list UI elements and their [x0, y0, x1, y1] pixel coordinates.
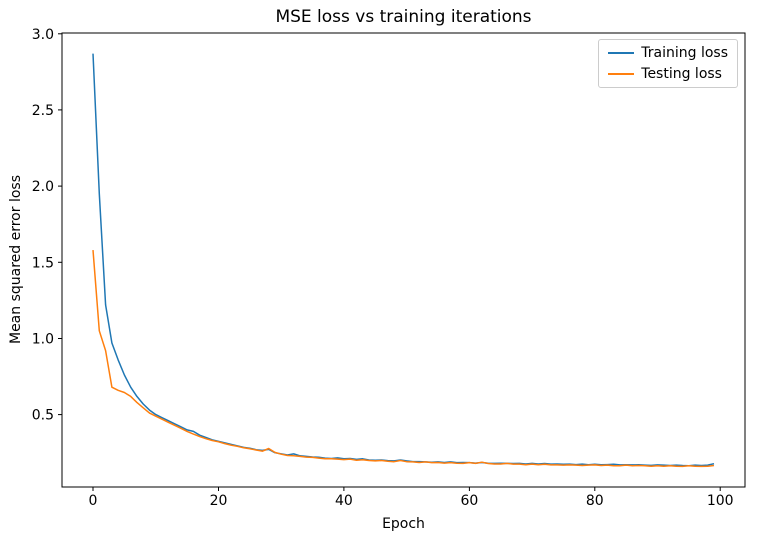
testing-loss-line	[92, 250, 715, 468]
x-tick-label: 40	[335, 493, 353, 509]
axes-frame	[61, 32, 746, 488]
legend: Training loss Testing loss	[598, 39, 738, 88]
legend-item-testing-loss: Testing loss	[608, 66, 728, 82]
y-tick-label: 3.0	[32, 27, 54, 43]
x-axis-label: Epoch	[382, 516, 425, 532]
y-tick-label: 2.0	[32, 179, 54, 195]
x-tick-label: 100	[707, 493, 734, 509]
x-tick-label: 80	[586, 493, 604, 509]
y-tick-label: 1.5	[32, 255, 54, 271]
x-tick-label: 60	[460, 493, 478, 509]
legend-item-training-loss: Training loss	[608, 45, 728, 61]
training-loss-line	[92, 53, 715, 467]
x-tick-label: 20	[210, 493, 228, 509]
testing-loss-line-swatch	[608, 73, 635, 75]
x-tick-label: 0	[89, 493, 98, 509]
y-tick-label: 1.0	[32, 332, 54, 348]
legend-label-testing-loss: Testing loss	[641, 66, 722, 82]
y-tick-label: 2.5	[32, 103, 54, 119]
chart-title: MSE loss vs training iterations	[275, 7, 532, 27]
y-tick-label: 0.5	[32, 408, 54, 424]
training-loss-line-swatch	[608, 52, 635, 54]
legend-label-training-loss: Training loss	[641, 45, 728, 61]
